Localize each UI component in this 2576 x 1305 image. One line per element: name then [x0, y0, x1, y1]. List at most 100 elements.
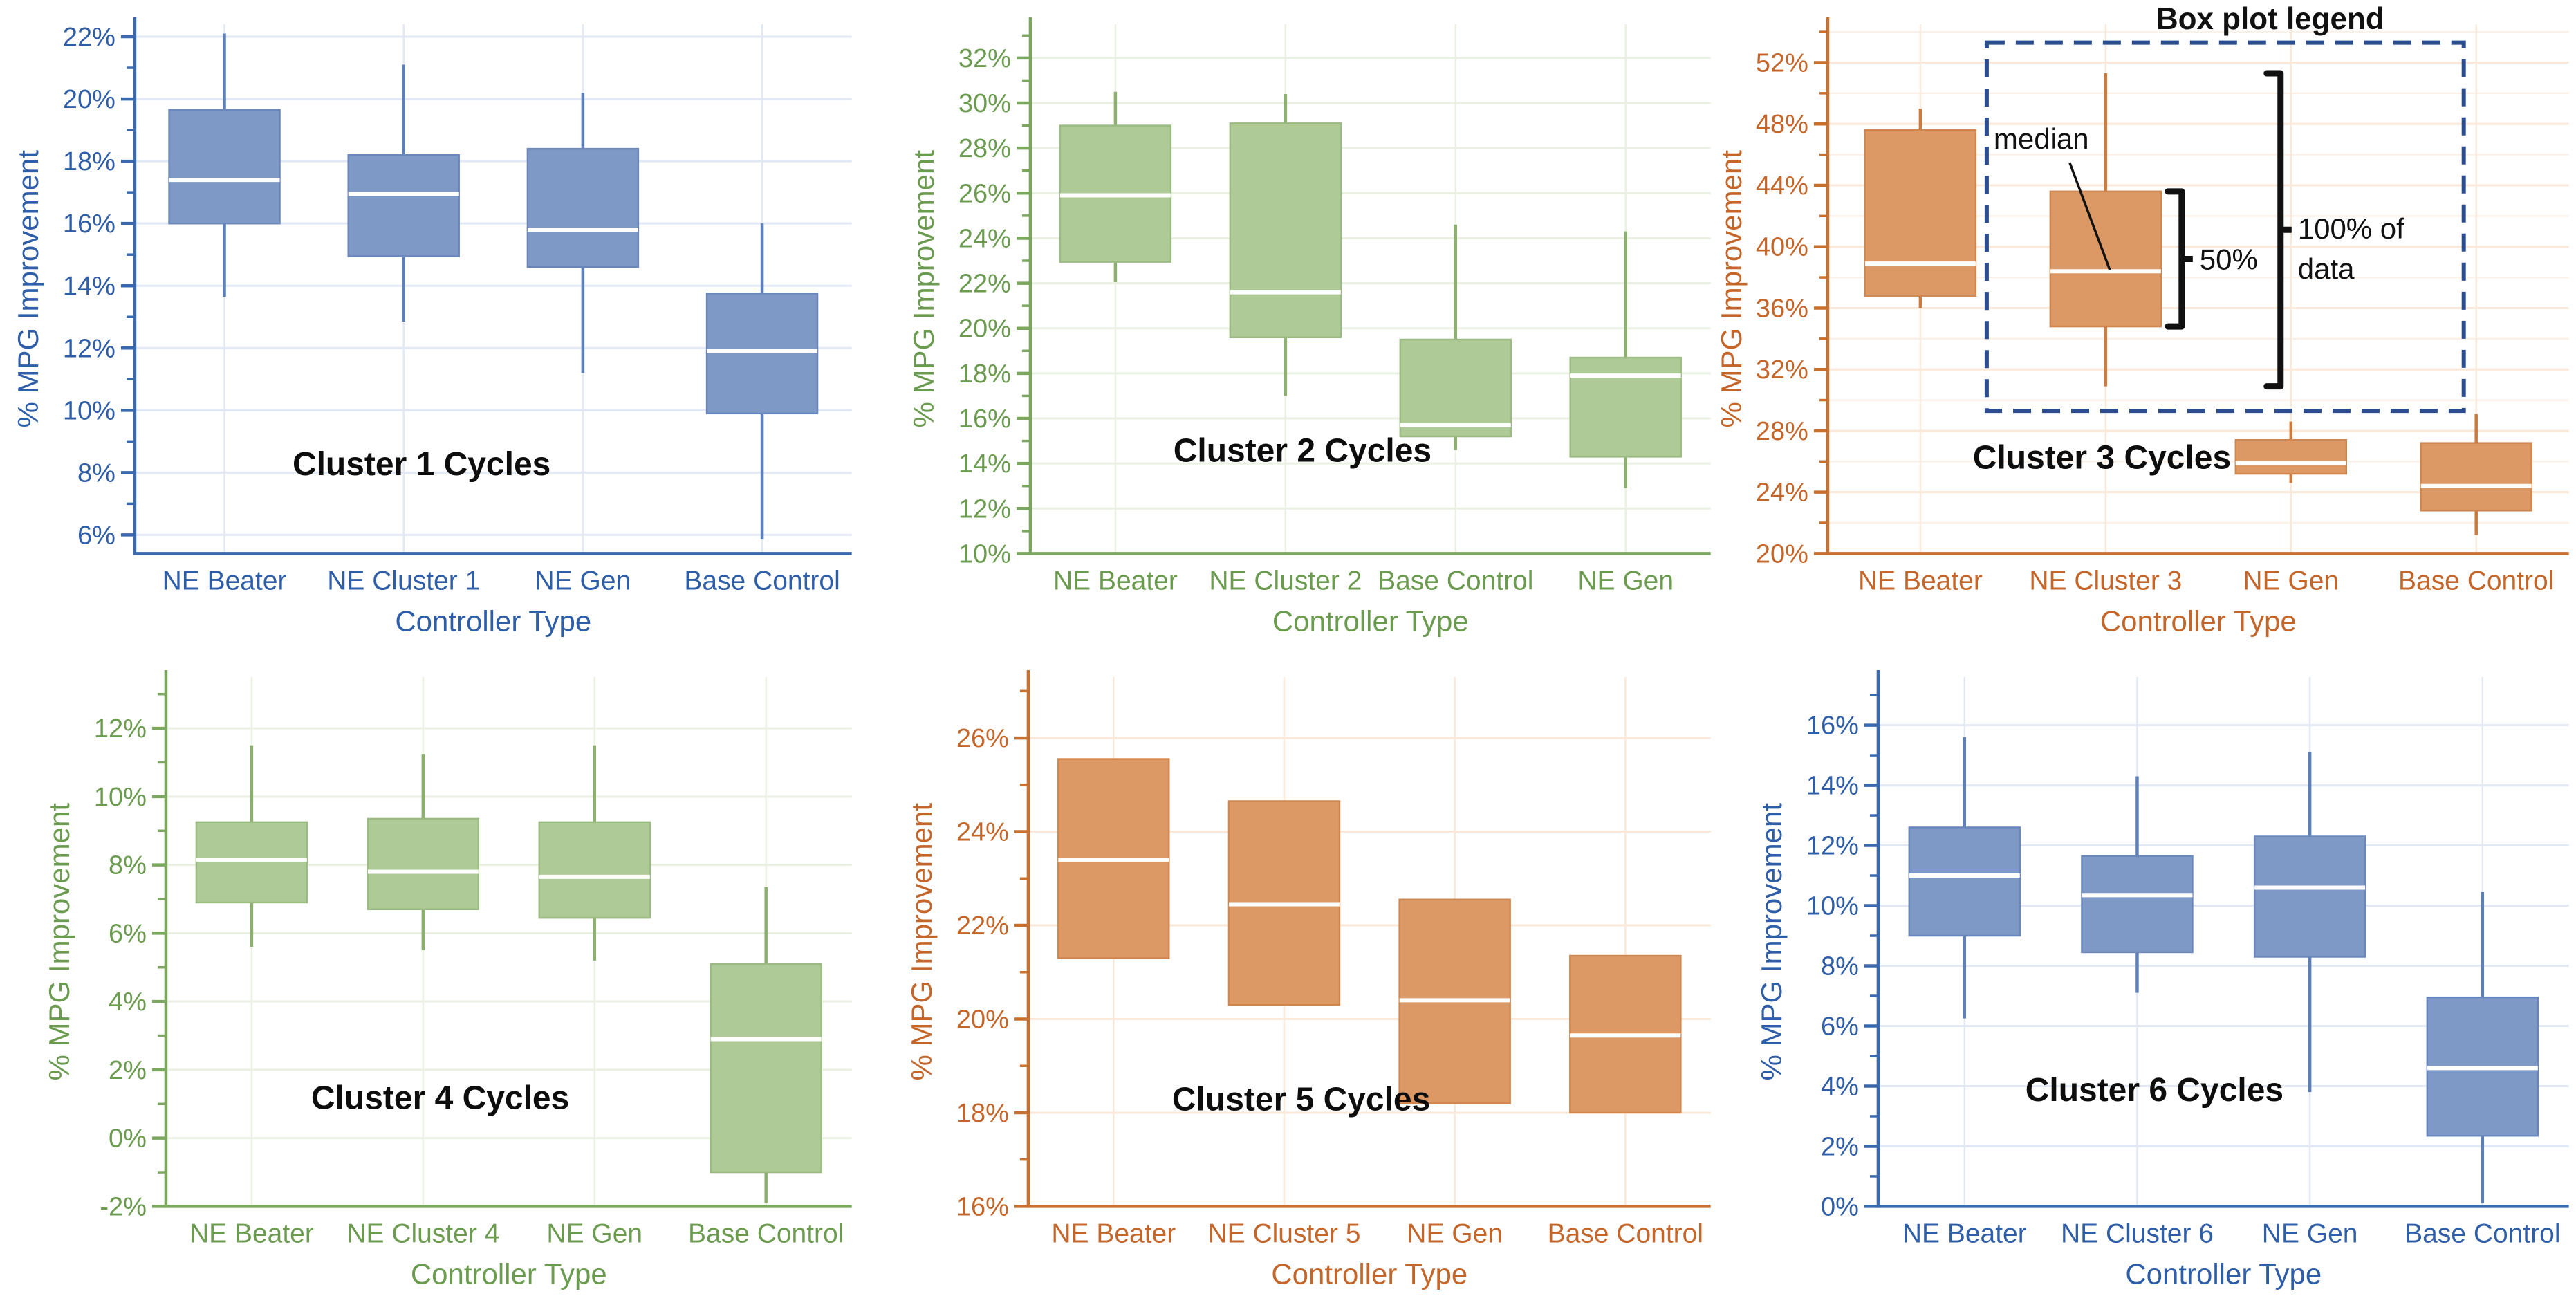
box — [705, 293, 819, 415]
y-tick-label: 6% — [109, 919, 147, 948]
panel-cluster-4: -2% 0% 2% 4% 6% 8% 10% 12% NE Beater NE Cluster 4… — [0, 653, 859, 1305]
y-tick-label: 12% — [94, 714, 147, 743]
panel-cluster-5: 16% 18% 20% 22% 24% 26% NE Beater NE Cluster 5 N… — [859, 653, 1718, 1305]
box — [1569, 356, 1682, 458]
y-tick-label: 22% — [956, 911, 1009, 941]
x-axis-title: Controller Type — [1271, 1257, 1467, 1290]
y-tick-label: 26% — [958, 179, 1011, 208]
y-tick-label: 36% — [1756, 294, 1808, 323]
y-tick-label: 10% — [94, 782, 147, 811]
category-label: NE Cluster 6 — [2061, 1219, 2214, 1248]
panel-cluster-3: 20% 24% 28% 32% 36% 40% 44% 48% 52% NE Beater NE C… — [1717, 0, 2576, 653]
y-tick-label: 52% — [1756, 48, 1808, 77]
y-tick-label: 10% — [63, 396, 115, 425]
category-label: NE Beater — [189, 1219, 314, 1248]
y-tick-label: 10% — [958, 539, 1011, 568]
x-axis-title: Controller Type — [411, 1257, 607, 1290]
y-tick-label: 20% — [1756, 539, 1808, 568]
y-tick-label: 0% — [109, 1124, 147, 1153]
panel-cluster-6: 0% 2% 4% 6% 8% 10% 12% 14% 16% NE Beater NE Cluste… — [1717, 653, 2576, 1305]
boxplot-cluster-3: 20% 24% 28% 32% 36% 40% 44% 48% 52% NE Beater NE C… — [1717, 2, 2569, 637]
box — [1908, 826, 2021, 936]
category-label: NE Cluster 5 — [1207, 1219, 1360, 1248]
y-tick-label: 4% — [109, 988, 147, 1017]
y-axis-title: % MPG Improvement — [12, 150, 44, 428]
panel-cluster-1: 6% 8% 10% 12% 14% 16% 18% 20% 22% NE Beater NE Clu… — [0, 0, 859, 653]
panel-cluster-2: 10% 12% 14% 16% 18% 20% 22% 24% 26% 28% 30% 32% NE B… — [859, 0, 1718, 653]
legend-median-label: median — [1994, 122, 2089, 155]
category-label: NE Gen — [2243, 566, 2339, 595]
y-tick-label: 16% — [958, 405, 1011, 434]
y-tick-label: 8% — [109, 851, 147, 880]
box — [538, 821, 651, 918]
y-axis-title: % MPG Improvement — [1755, 802, 1788, 1080]
y-tick-label: 20% — [63, 85, 115, 114]
y-tick-label: 32% — [958, 44, 1011, 73]
category-label: NE Beater — [1051, 1219, 1176, 1248]
legend-dashed-border — [1985, 40, 2467, 414]
boxplot-cluster-2: 10% 12% 14% 16% 18% 20% 22% 24% 26% 28% 30% 32% NE B… — [907, 17, 1711, 637]
y-tick-label: 24% — [958, 224, 1011, 253]
panel-title: Cluster 2 Cycles — [1173, 433, 1431, 470]
box — [2420, 442, 2533, 512]
legend-title: Box plot legend — [2156, 2, 2384, 36]
category-label: NE Cluster 3 — [2030, 566, 2183, 595]
y-tick-label: 24% — [1756, 479, 1808, 508]
category-label: NE Gen — [546, 1219, 642, 1248]
y-tick-label: 16% — [63, 210, 115, 239]
y-tick-label: 22% — [958, 270, 1011, 299]
category-label: Base Control — [688, 1219, 844, 1248]
y-tick-label: 28% — [958, 134, 1011, 163]
category-label: NE Beater — [1902, 1219, 2027, 1248]
legend-whisker-span-label-line1: 100% of — [2298, 212, 2404, 245]
category-label: NE Gen — [535, 566, 631, 595]
legend-whisker-span-label-line2: data — [2298, 252, 2355, 285]
x-axis-title: Controller Type — [395, 604, 591, 637]
panel-title: Cluster 4 Cycles — [311, 1080, 569, 1116]
legend-box-span-label: 50% — [2200, 243, 2258, 275]
box — [195, 821, 308, 903]
y-tick-label: 18% — [956, 1098, 1009, 1127]
boxplot-cluster-1: 6% 8% 10% 12% 14% 16% 18% 20% 22% NE Beater NE Clu… — [12, 17, 852, 637]
y-tick-label: 18% — [958, 360, 1011, 389]
y-axis-title: % MPG Improvement — [43, 802, 75, 1080]
boxplot-cluster-4: -2% 0% 2% 4% 6% 8% 10% 12% NE Beater NE Cluster 4… — [43, 669, 852, 1290]
y-axis-title: % MPG Improvement — [905, 802, 938, 1080]
box — [2049, 190, 2162, 328]
y-tick-label: 6% — [77, 521, 115, 550]
y-tick-label: 44% — [1756, 172, 1808, 201]
category-label: NE Beater — [163, 566, 287, 595]
y-tick-label: 4% — [1821, 1072, 1859, 1101]
y-tick-label: 48% — [1756, 110, 1808, 139]
box — [1399, 338, 1512, 438]
y-tick-label: 26% — [956, 724, 1009, 753]
x-axis-title: Controller Type — [2100, 604, 2297, 637]
box — [168, 109, 281, 225]
panel-title: Cluster 1 Cycles — [293, 446, 550, 483]
y-tick-label: 14% — [958, 450, 1011, 479]
box — [526, 147, 640, 268]
y-tick-label: 24% — [956, 817, 1009, 846]
y-tick-label: 14% — [63, 272, 115, 301]
category-label: Base Control — [684, 566, 840, 595]
panel-title: Cluster 5 Cycles — [1172, 1081, 1430, 1118]
box — [1864, 129, 1977, 297]
y-tick-label: 16% — [1806, 711, 1859, 740]
panel-title: Cluster 6 Cycles — [2026, 1071, 2283, 1108]
legend-box-brace — [2165, 188, 2185, 330]
y-tick-label: 30% — [958, 89, 1011, 118]
category-label: NE Cluster 1 — [327, 566, 480, 595]
category-label: NE Gen — [1407, 1219, 1503, 1248]
y-tick-label: 6% — [1821, 1012, 1859, 1041]
y-tick-label: 8% — [77, 459, 115, 488]
box — [2081, 855, 2194, 953]
y-axis-title: % MPG Improvement — [1717, 150, 1748, 428]
y-tick-label: 10% — [1806, 891, 1859, 920]
category-label: NE Beater — [1858, 566, 1983, 595]
panel-title: Cluster 3 Cycles — [1973, 440, 2231, 476]
box — [2234, 438, 2348, 475]
category-label: Base Control — [1378, 566, 1533, 595]
category-label: NE Cluster 2 — [1209, 566, 1362, 595]
x-axis-title: Controller Type — [1272, 604, 1468, 637]
